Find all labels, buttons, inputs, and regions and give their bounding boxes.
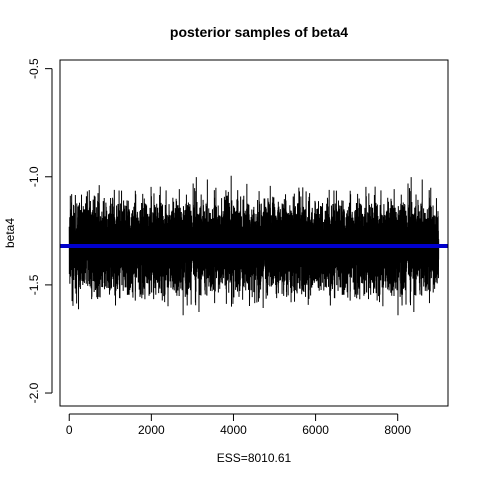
chart-title: posterior samples of beta4 bbox=[170, 24, 348, 40]
x-tick-label: 6000 bbox=[302, 423, 329, 437]
x-tick-label: 0 bbox=[66, 423, 73, 437]
y-axis: -2.0 -1.5 -1.0 -0.5 bbox=[27, 58, 53, 403]
y-tick-label: -1.0 bbox=[27, 166, 41, 187]
y-tick-label: -1.5 bbox=[27, 274, 41, 295]
x-axis: 0 2000 4000 6000 8000 bbox=[66, 413, 411, 437]
y-tick-label: -0.5 bbox=[27, 58, 41, 79]
x-axis-label: ESS=8010.61 bbox=[217, 451, 292, 465]
trace-path bbox=[68, 175, 440, 316]
plot-frame bbox=[59, 59, 449, 407]
x-tick-label: 8000 bbox=[384, 423, 411, 437]
y-tick-label: -2.0 bbox=[27, 382, 41, 403]
y-axis-label: beta4 bbox=[3, 218, 17, 248]
x-tick-label: 4000 bbox=[220, 423, 247, 437]
x-tick-label: 2000 bbox=[138, 423, 165, 437]
plot-area bbox=[59, 59, 449, 407]
trace-line bbox=[68, 175, 440, 316]
